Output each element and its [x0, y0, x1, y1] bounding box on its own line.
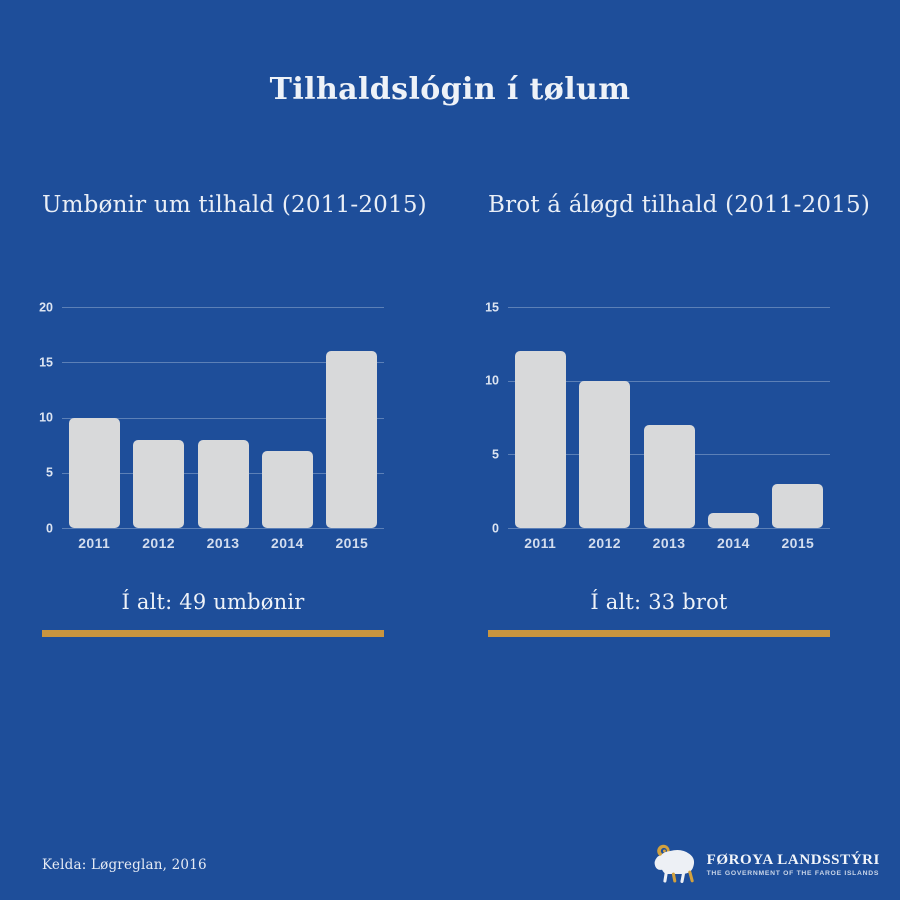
bar-2012	[579, 380, 631, 528]
x-tick-label-2013: 2013	[652, 535, 686, 551]
x-tick-label-2012: 2012	[588, 535, 621, 551]
y-tick-label-15: 15	[485, 299, 499, 314]
bar-slot-2011	[508, 307, 572, 528]
chart-title-umbonir: Umbønir um tilhald (2011-2015)	[42, 192, 427, 218]
x-tick-label-2011: 2011	[524, 535, 557, 551]
bar-slot-2014	[255, 307, 319, 528]
gridline-10	[62, 417, 384, 419]
x-tick-label-2014: 2014	[717, 535, 750, 551]
x-tick-label-2015: 2015	[335, 535, 369, 551]
chart-title-brot: Brot á áløgd tilhald (2011-2015)	[488, 192, 871, 218]
bar-slot-2012	[572, 307, 636, 528]
gridline-0	[508, 528, 830, 529]
bars	[62, 307, 384, 528]
bar-chart-umbonir: 0 5 10 15 20 2011 2012 2013 2014 2015	[39, 301, 384, 551]
bar-2014	[707, 513, 759, 528]
x-tick-label-2014: 2014	[271, 535, 304, 551]
y-tick-label-20: 20	[39, 299, 53, 314]
gridline-10	[508, 380, 830, 382]
gridline-15	[508, 307, 830, 308]
bar-2013	[197, 439, 249, 528]
logo-text: FØROYA LANDSSTÝRI THE GOVERNMENT OF THE …	[706, 851, 880, 878]
gridline-0	[62, 528, 384, 529]
gridline-20	[62, 307, 384, 308]
x-tick-label-2015: 2015	[781, 535, 815, 551]
logo-subtitle: THE GOVERNMENT OF THE FAROE ISLANDS	[706, 869, 880, 877]
bar-2015	[772, 483, 824, 528]
bar-2012	[133, 439, 185, 528]
y-tick-label-15: 15	[39, 355, 53, 369]
bar-slot-2013	[637, 307, 701, 528]
gold-divider-right	[488, 630, 830, 637]
y-tick-label-0: 0	[46, 520, 53, 535]
gridline-15	[62, 362, 384, 364]
bar-2011	[514, 351, 566, 528]
bars	[508, 307, 830, 528]
bar-slot-2014	[701, 307, 765, 528]
y-tick-label-0: 0	[492, 520, 499, 535]
source-label: Kelda: Løgreglan, 2016	[42, 857, 207, 873]
gold-divider-left	[42, 630, 384, 637]
bar-chart-brot: 0 5 10 15 2011 2012 2013 2014 2015	[485, 301, 830, 551]
y-tick-label-5: 5	[492, 447, 499, 462]
bar-2014	[261, 450, 313, 528]
x-axis-labels: 2011 2012 2013 2014 2015	[508, 535, 830, 551]
total-label-brot: Í alt: 33 brot	[590, 590, 728, 614]
y-tick-label-10: 10	[39, 410, 53, 425]
x-tick-label-2013: 2013	[206, 535, 240, 551]
x-tick-label-2012: 2012	[142, 535, 175, 551]
bar-2011	[68, 417, 120, 528]
ram-icon	[650, 840, 698, 890]
bar-slot-2013	[191, 307, 255, 528]
x-tick-label-2011: 2011	[78, 535, 111, 551]
bar-slot-2015	[766, 307, 830, 528]
bar-2013	[643, 424, 695, 528]
y-tick-label-10: 10	[485, 373, 499, 388]
page-title: Tilhaldslógin í tølum	[269, 72, 631, 107]
x-axis-labels: 2011 2012 2013 2014 2015	[62, 535, 384, 551]
chart-section-brot: Brot á áløgd tilhald (2011-2015) 0 5 10 15 2…	[485, 192, 871, 652]
bar-slot-2011	[62, 307, 126, 528]
total-label-umbonir: Í alt: 49 umbønir	[121, 590, 305, 614]
bar-slot-2015	[320, 307, 384, 528]
logo-name: FØROYA LANDSSTÝRI	[706, 851, 880, 868]
government-logo: FØROYA LANDSSTÝRI THE GOVERNMENT OF THE …	[650, 840, 880, 890]
bar-2015	[326, 351, 378, 528]
chart-section-umbonir: Umbønir um tilhald (2011-2015) 0 5 10 15 20 2…	[39, 192, 427, 652]
bar-slot-2012	[126, 307, 190, 528]
y-tick-label-5: 5	[46, 465, 53, 480]
